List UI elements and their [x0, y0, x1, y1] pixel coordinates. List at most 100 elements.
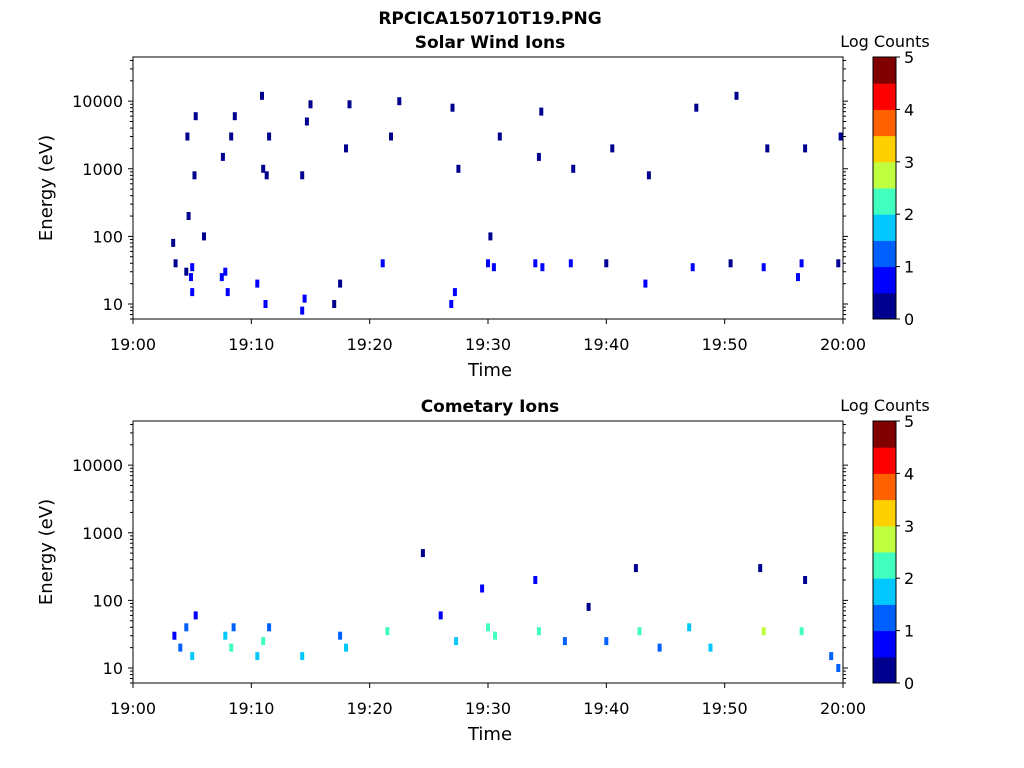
- heatmap-cell: [344, 144, 348, 153]
- colorbar-tick-label: 1: [904, 258, 914, 277]
- heatmap-cell: [231, 623, 236, 632]
- heatmap-cell: [338, 631, 343, 640]
- heatmap-cell: [186, 212, 191, 220]
- heatmap-cell: [344, 643, 348, 652]
- x-tick-label: 19:40: [583, 335, 629, 354]
- heatmap-cell: [255, 652, 260, 661]
- y-axis-ticks: 10 100 1000 10000: [72, 423, 848, 684]
- colorbar-tick-label: 4: [904, 464, 914, 483]
- heatmap-cell: [803, 144, 808, 153]
- heatmap-cell: [185, 132, 190, 141]
- heatmap-cells: [171, 91, 843, 315]
- colorbar-frame: [872, 56, 897, 320]
- heatmap-cell: [190, 652, 195, 661]
- heatmap-cell: [488, 232, 493, 241]
- colorbar-segment: [873, 552, 896, 579]
- colorbar-segment: [873, 630, 896, 658]
- heatmap-cell: [300, 652, 305, 661]
- x-tick-label: 20:00: [820, 335, 866, 354]
- heatmap-cell: [562, 637, 567, 646]
- heatmap-cell: [420, 549, 425, 558]
- x-axis-label: Time: [467, 360, 512, 381]
- plot-area: [132, 420, 844, 684]
- heatmap-cell: [633, 564, 638, 573]
- heatmap-cell: [267, 623, 272, 632]
- heatmap-cell: [803, 576, 808, 584]
- heatmap-cell: [304, 117, 309, 126]
- colorbar-segment: [873, 473, 896, 501]
- colorbar-segment: [873, 240, 896, 268]
- heatmap-cell: [232, 112, 237, 121]
- heatmap-cell: [539, 107, 544, 116]
- x-tick-label: 19:10: [228, 335, 274, 354]
- heatmap-cell: [308, 100, 313, 109]
- colorbar-segment: [873, 57, 896, 84]
- heatmap-cell: [255, 279, 260, 288]
- colorbar-segment: [873, 292, 896, 320]
- heatmap-cell: [758, 564, 763, 573]
- heatmap-cell: [610, 144, 615, 153]
- heatmap-cell: [347, 100, 352, 109]
- colorbar-segment: [873, 188, 896, 215]
- heatmap-cell: [190, 263, 195, 272]
- heatmap-cell: [438, 611, 443, 620]
- heatmap-cell: [171, 238, 176, 247]
- heatmap-cell: [734, 91, 739, 100]
- heatmap-cell: [586, 602, 591, 611]
- heatmap-cell: [728, 259, 733, 268]
- heatmap-cell: [480, 584, 485, 593]
- x-axis-ticks: 19:00 19:10 19:20 19:30 19:40 19:50 20:00: [110, 319, 866, 354]
- colorbar-tick-label: 2: [904, 205, 914, 224]
- heatmap-cell: [202, 232, 206, 241]
- colorbar-label: Log Counts: [840, 32, 930, 51]
- heatmap-cell: [389, 132, 393, 141]
- heatmap-cell: [184, 267, 189, 276]
- heatmap-cell: [223, 267, 228, 276]
- heatmap-cell: [497, 132, 502, 141]
- colorbar-tick-label: 0: [904, 310, 914, 329]
- heatmap-cell: [604, 637, 609, 646]
- heatmap-cell: [300, 171, 305, 180]
- colorbar-segment: [873, 109, 896, 137]
- colorbar-tick-label: 3: [904, 153, 914, 172]
- heatmap-cell: [454, 637, 459, 646]
- colorbar-segment: [873, 578, 896, 605]
- heatmap-cell: [190, 288, 195, 297]
- heatmap-cell: [267, 132, 272, 141]
- x-tick-label: 19:50: [702, 335, 748, 354]
- heatmap-cell: [646, 171, 651, 180]
- y-tick-label: 10000: [72, 92, 123, 111]
- heatmap-cell: [540, 263, 545, 272]
- x-tick-label: 19:10: [228, 699, 274, 718]
- colorbar-segment: [873, 266, 896, 294]
- x-tick-label: 19:20: [347, 699, 393, 718]
- heatmap-cell: [708, 643, 713, 652]
- heatmap-cell: [385, 627, 390, 636]
- heatmap-cell: [765, 144, 770, 153]
- heatmap-cell: [229, 132, 234, 141]
- cometary-panel: Cometary Ions 19:00 19:10 19:20 19:30 19:40 1…: [36, 396, 930, 745]
- heatmap-cell: [604, 259, 609, 268]
- colorbar-segment: [873, 499, 896, 527]
- colorbar-segment: [873, 83, 896, 110]
- panel-title: Cometary Ions: [421, 397, 560, 417]
- heatmap-cell: [172, 631, 177, 640]
- colorbar-segment: [873, 604, 896, 632]
- colorbar-tick-label: 2: [904, 569, 914, 588]
- x-tick-label: 19:00: [110, 699, 156, 718]
- heatmap-cell: [799, 259, 804, 268]
- colorbar-segment: [873, 214, 896, 241]
- x-tick-label: 19:50: [702, 699, 748, 718]
- heatmap-cell: [761, 627, 766, 636]
- heatmap-cell: [450, 103, 455, 112]
- heatmap-cell: [694, 103, 699, 112]
- x-tick-label: 19:30: [465, 699, 511, 718]
- heatmap-cell: [568, 259, 573, 268]
- colorbar-segment: [873, 525, 896, 553]
- x-tick-label: 19:20: [347, 335, 393, 354]
- heatmap-cell: [571, 164, 576, 173]
- y-axis-ticks: 10 100 1000 10000: [72, 59, 848, 320]
- y-axis-label: Energy (eV): [36, 135, 57, 241]
- colorbar-tick-label: 0: [904, 674, 914, 693]
- heatmap-cell: [838, 132, 843, 141]
